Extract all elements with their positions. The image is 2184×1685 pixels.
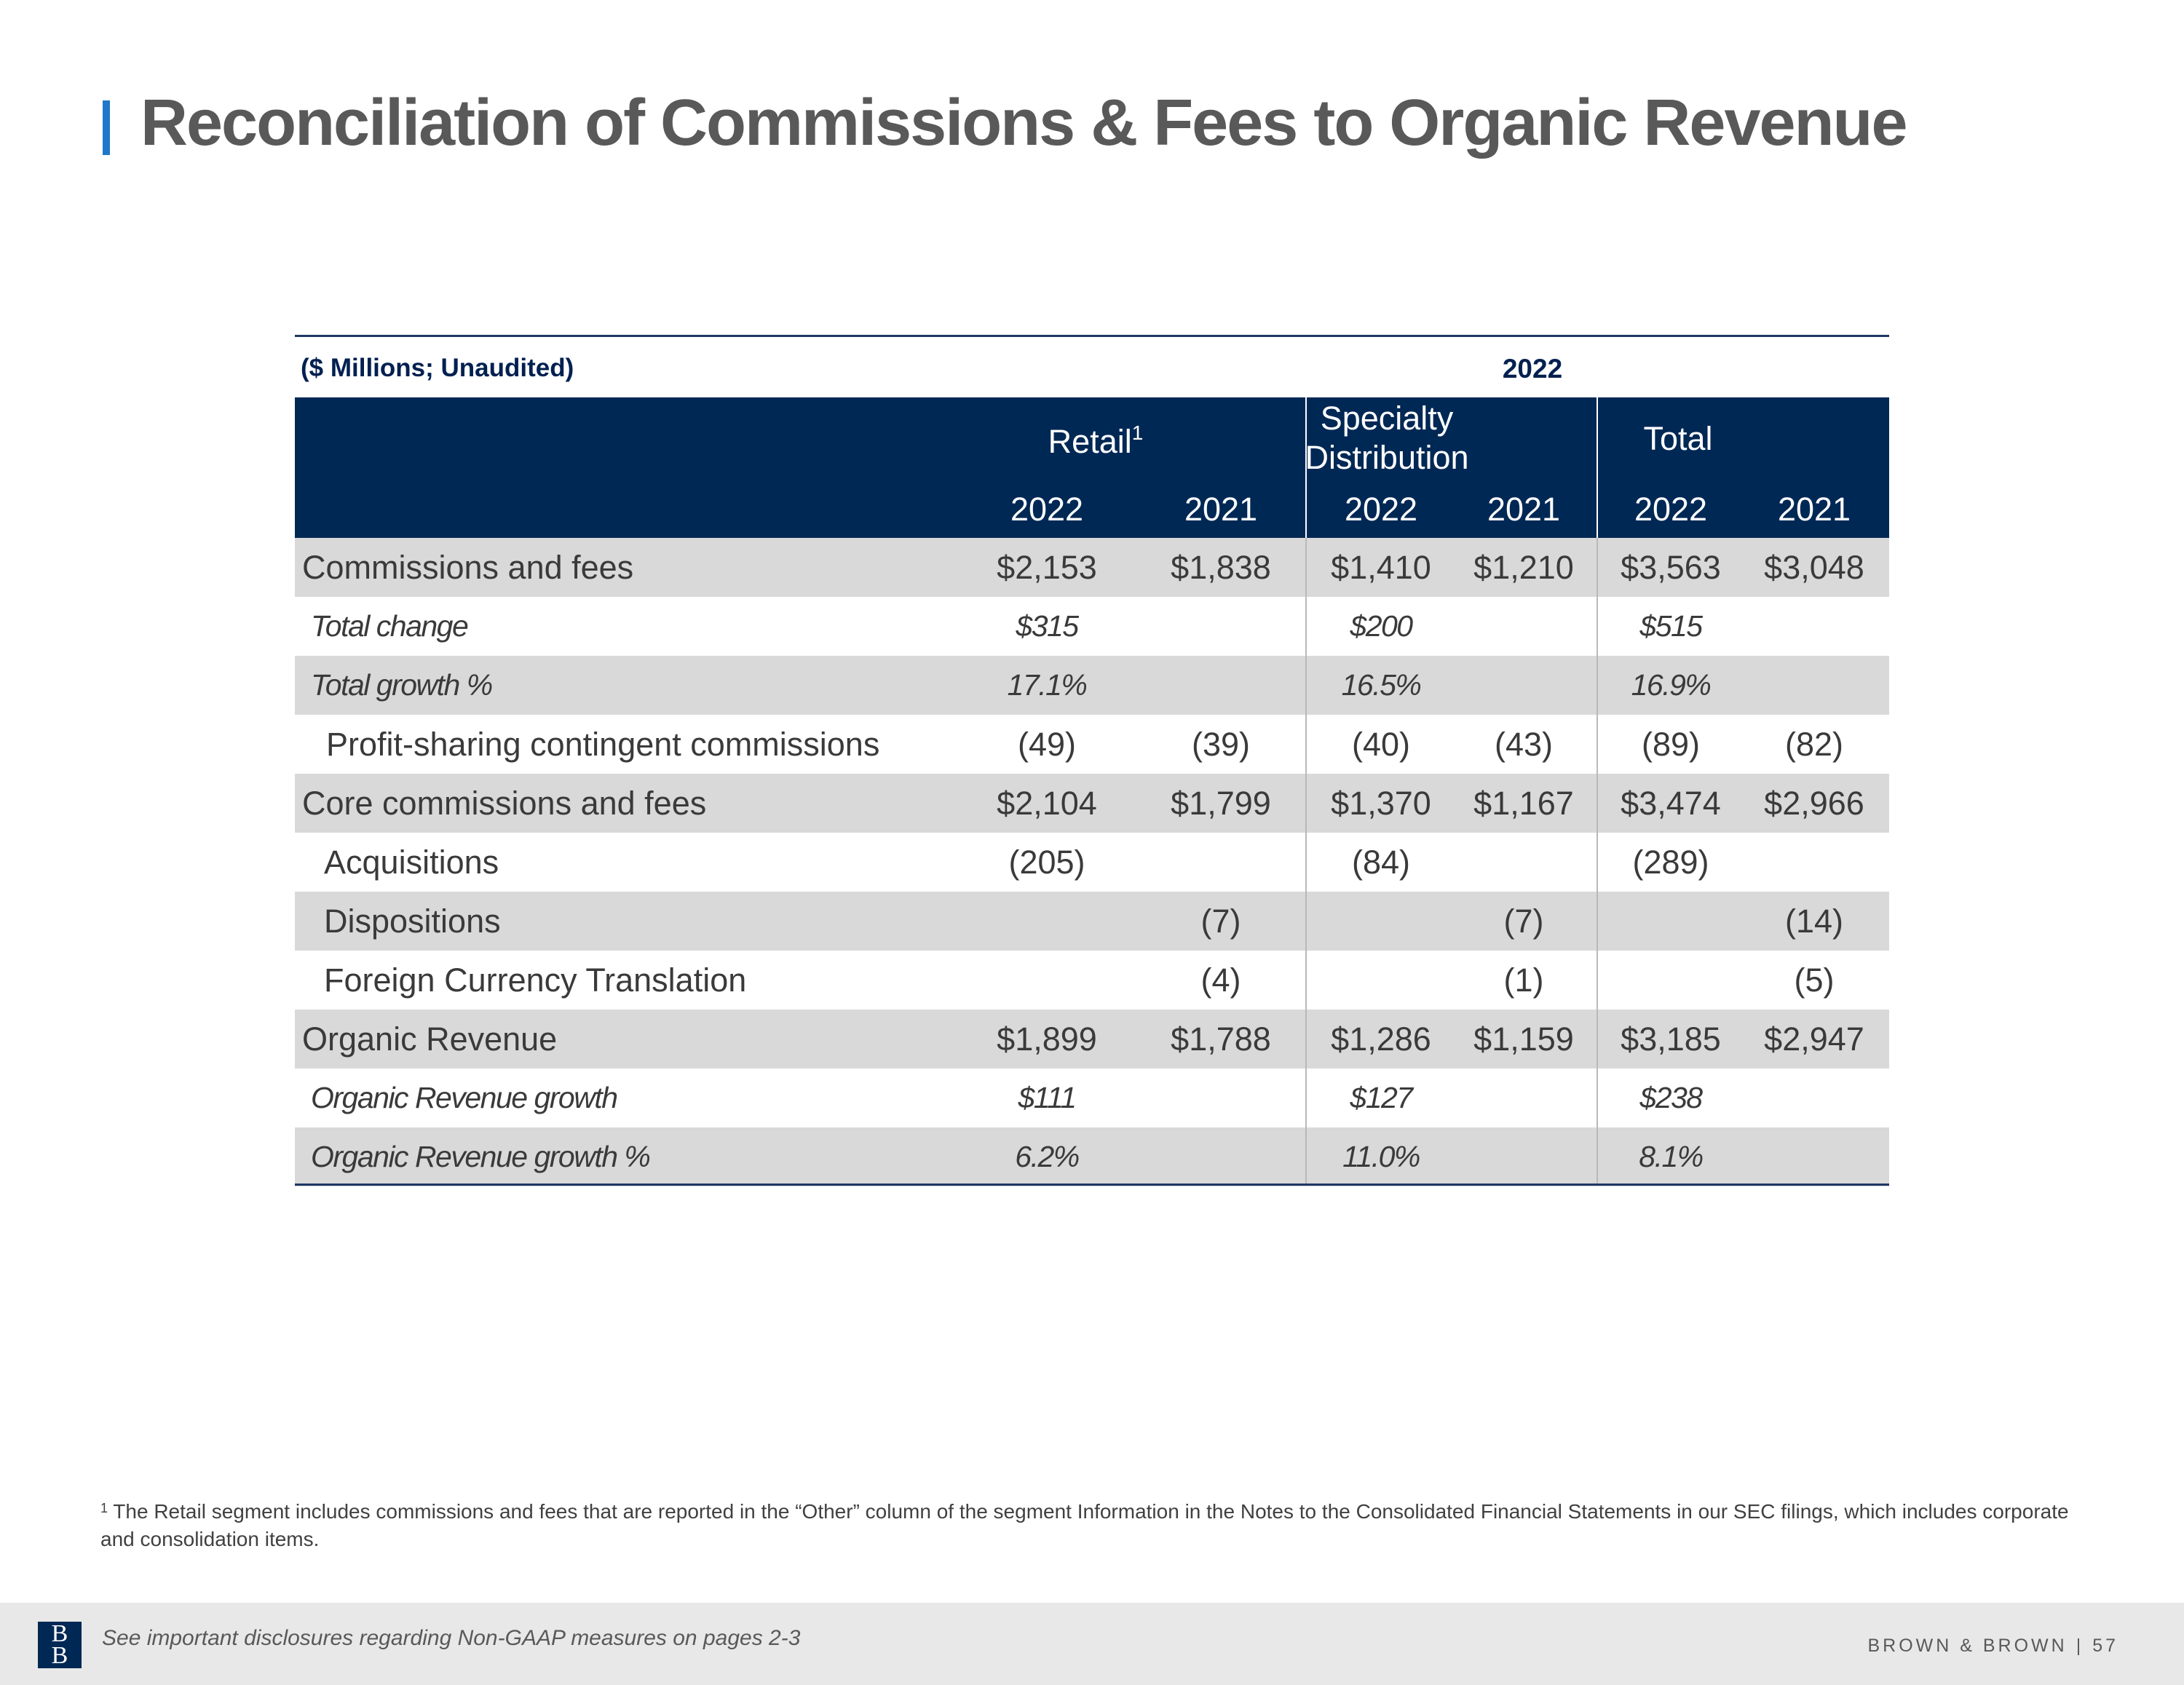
table-bottom-rule	[295, 1184, 1889, 1186]
table-cell: $127	[1350, 1081, 1413, 1114]
table-cell: $111	[1018, 1081, 1077, 1114]
table-cell: (4)	[1200, 962, 1241, 999]
table-cell: $2,153	[997, 549, 1097, 586]
table-row: Commissions and fees $2,153 $1,838 $1,41…	[295, 538, 1889, 597]
segment-header-total: Total	[1643, 420, 1713, 457]
table-row: Foreign Currency Translation (4) (1) (5)	[295, 951, 1889, 1010]
table-cell: (49)	[1017, 726, 1077, 763]
table-cell: 8.1%	[1639, 1140, 1704, 1173]
table-header: Retail1 Specialty Distribution Total 202…	[295, 397, 1889, 538]
table-cell: $1,210	[1473, 549, 1574, 586]
column-divider	[1305, 397, 1307, 538]
table-cell: $2,966	[1764, 785, 1864, 822]
table-cell: (43)	[1494, 726, 1554, 763]
column-divider	[1305, 538, 1307, 1184]
row-label: Organic Revenue growth	[311, 1081, 618, 1114]
year-header: 2022	[1010, 491, 1084, 528]
table-cell: $3,474	[1621, 785, 1721, 822]
table-cell: $1,838	[1171, 549, 1271, 586]
table-top-rule	[295, 335, 1889, 337]
non-gaap-disclosure: See important disclosures regarding Non-…	[102, 1626, 801, 1650]
table-cell: $1,167	[1473, 785, 1574, 822]
year-header: 2022	[1344, 491, 1418, 528]
page-number: 57	[2092, 1636, 2118, 1656]
table-cell: $3,563	[1621, 549, 1721, 586]
table-cell: (82)	[1784, 726, 1844, 763]
table-cell: $3,185	[1621, 1020, 1721, 1058]
table-cell: (39)	[1191, 726, 1251, 763]
table-row: Acquisitions (205) (84) (289)	[295, 833, 1889, 892]
row-label: Acquisitions	[324, 844, 499, 881]
row-label: Foreign Currency Translation	[324, 962, 747, 999]
table-cell: $1,788	[1171, 1020, 1271, 1058]
table-cell: $2,104	[997, 785, 1097, 822]
brand-separator: |	[2076, 1636, 2084, 1656]
table-cell: (7)	[1503, 903, 1544, 940]
row-label: Organic Revenue growth %	[311, 1140, 651, 1173]
brand-and-page-number: BROWN & BROWN | 57	[1867, 1636, 2118, 1657]
title-accent-bar	[103, 100, 110, 155]
table-cell: 17.1%	[1007, 668, 1088, 702]
year-header: 2022	[1634, 491, 1708, 528]
table-cell: $1,370	[1331, 785, 1431, 822]
table-row: Organic Revenue growth % 6.2% 11.0% 8.1%	[295, 1127, 1889, 1186]
table-row: Total change $315 $200 $515	[295, 597, 1889, 656]
year-header: 2021	[1487, 491, 1561, 528]
row-label: Total change	[311, 609, 469, 643]
table-cell: (89)	[1641, 726, 1701, 763]
table-row: Total growth % 17.1% 16.5% 16.9%	[295, 656, 1889, 715]
row-label: Total growth %	[311, 668, 493, 702]
table-row: Organic Revenue $1,899 $1,788 $1,286 $1,…	[295, 1010, 1889, 1069]
table-cell: $200	[1350, 609, 1413, 643]
table-body: Commissions and fees $2,153 $1,838 $1,41…	[295, 538, 1889, 1186]
footer-bar: B B See important disclosures regarding …	[0, 1603, 2184, 1685]
table-cell: (205)	[1008, 844, 1085, 881]
year-header: 2021	[1777, 491, 1851, 528]
column-divider	[1597, 538, 1598, 1184]
period-label: 2022	[1502, 354, 1563, 384]
brand-name: BROWN & BROWN	[1867, 1636, 2068, 1656]
table-cell: 16.5%	[1341, 668, 1422, 702]
table-cell: $1,159	[1473, 1020, 1574, 1058]
row-label: Organic Revenue	[302, 1020, 558, 1058]
table-cell: $315	[1016, 609, 1079, 643]
table-cell: (40)	[1351, 726, 1411, 763]
table-cell: $2,947	[1764, 1020, 1864, 1058]
units-label: ($ Millions; Unaudited)	[301, 354, 574, 382]
table-cell: $1,899	[997, 1020, 1097, 1058]
table-cell: $1,410	[1331, 549, 1431, 586]
table-cell: 16.9%	[1631, 668, 1712, 702]
table-cell: (1)	[1503, 962, 1544, 999]
table-cell: (7)	[1200, 903, 1241, 940]
year-header: 2021	[1184, 491, 1258, 528]
table-cell: (5)	[1794, 962, 1835, 999]
table-row: Dispositions (7) (7) (14)	[295, 892, 1889, 951]
table-row: Profit-sharing contingent commissions (4…	[295, 715, 1889, 774]
row-label: Profit-sharing contingent commissions	[326, 726, 880, 763]
segment-header-retail: Retail1	[1048, 421, 1144, 461]
table-cell: $1,286	[1331, 1020, 1431, 1058]
row-label: Dispositions	[324, 903, 501, 940]
table-cell: 11.0%	[1342, 1140, 1420, 1173]
page-title: Reconciliation of Commissions & Fees to …	[141, 87, 1908, 159]
table-cell: $238	[1639, 1081, 1703, 1114]
table-cell: 6.2%	[1015, 1140, 1080, 1173]
table-cell: $3,048	[1764, 549, 1864, 586]
footnote: 1 The Retail segment includes commission…	[100, 1500, 2069, 1550]
table-cell: $515	[1639, 609, 1703, 643]
table-cell: $1,799	[1171, 785, 1271, 822]
table-cell: (84)	[1351, 844, 1411, 881]
row-label: Commissions and fees	[302, 549, 634, 586]
table-row: Organic Revenue growth $111 $127 $238	[295, 1069, 1889, 1127]
column-divider	[1597, 397, 1598, 538]
table-cell: (14)	[1784, 903, 1844, 940]
segment-header-specialty-distribution: Specialty Distribution	[1305, 400, 1469, 476]
row-label: Core commissions and fees	[302, 785, 707, 822]
table-row: Core commissions and fees $2,104 $1,799 …	[295, 774, 1889, 833]
table-cell: (289)	[1632, 844, 1709, 881]
brown-and-brown-logo: B B	[38, 1622, 82, 1668]
